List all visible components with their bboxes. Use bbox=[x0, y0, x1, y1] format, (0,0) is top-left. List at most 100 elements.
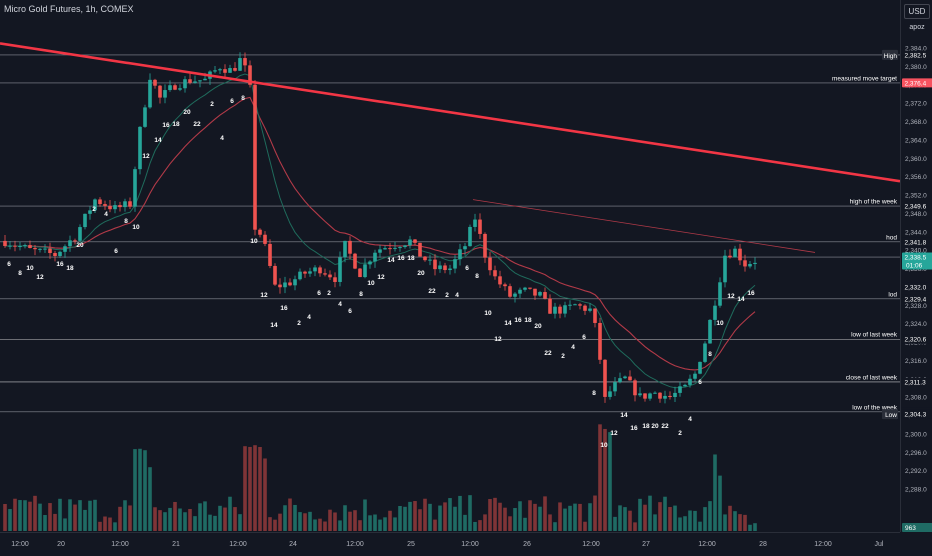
candle-body bbox=[308, 271, 312, 274]
candle-body bbox=[448, 268, 452, 271]
candle-body bbox=[273, 265, 277, 285]
candle-body bbox=[143, 107, 147, 127]
price-tick-label: 2,360.0 bbox=[905, 156, 927, 163]
bar-count-label: 4 bbox=[571, 344, 575, 351]
candle-body bbox=[743, 260, 747, 267]
chart-area[interactable]: 6 8 10 12 16 18 20 2 4 6 8 10 12 14 16 18 20 22 2 4 6 8 10 12 14… bbox=[0, 0, 901, 532]
candle-body bbox=[53, 253, 57, 257]
bar-count-label: 12 bbox=[377, 274, 385, 281]
volume-bar bbox=[628, 510, 632, 531]
bar-count-label: 16 bbox=[514, 317, 522, 324]
bar-count-label: 6 bbox=[698, 379, 702, 386]
candle-body bbox=[463, 246, 467, 250]
candle-body bbox=[403, 245, 407, 248]
bar-count-label: 14 bbox=[154, 137, 162, 144]
candle-body bbox=[433, 259, 437, 270]
candle-body bbox=[523, 287, 527, 290]
volume-bar bbox=[548, 514, 552, 531]
currency-label[interactable]: USD bbox=[904, 4, 930, 19]
currency-selector[interactable]: USD apoz bbox=[904, 4, 930, 31]
symbol-title[interactable]: Micro Gold Futures, 1h, COMEX bbox=[4, 4, 134, 14]
candle-body bbox=[423, 256, 427, 261]
volume-bar bbox=[383, 517, 387, 531]
volume-bar bbox=[718, 475, 722, 531]
candle-body bbox=[93, 199, 97, 211]
volume-bar bbox=[158, 510, 162, 531]
volume-bar bbox=[28, 501, 32, 531]
volume-bar bbox=[163, 512, 167, 531]
volume-bar bbox=[228, 496, 232, 531]
candle-body bbox=[288, 282, 292, 286]
candle-body bbox=[163, 90, 167, 98]
candle-body bbox=[553, 306, 557, 314]
volume-bar bbox=[483, 514, 487, 531]
bar-count-label: 16 bbox=[280, 305, 288, 312]
volume-bar bbox=[533, 503, 537, 531]
volume-bar bbox=[23, 500, 27, 531]
volume-bar bbox=[668, 507, 672, 531]
volume-bar bbox=[378, 519, 382, 531]
volume-bar bbox=[583, 521, 587, 531]
price-axis[interactable]: 2,288.02,292.02,296.02,300.02,304.02,308… bbox=[900, 0, 932, 532]
volume-bar bbox=[328, 509, 332, 531]
volume-bar bbox=[33, 495, 37, 531]
volume-bar bbox=[743, 514, 747, 531]
price-tag bbox=[902, 409, 932, 419]
volume-bar bbox=[53, 513, 57, 531]
volume-bar bbox=[473, 521, 477, 531]
price-tag bbox=[902, 252, 932, 270]
bar-count-label: 12 bbox=[610, 430, 618, 437]
candle-body bbox=[313, 267, 317, 272]
volume-bar bbox=[18, 500, 22, 531]
volume-bar bbox=[618, 505, 622, 531]
candle-body bbox=[563, 305, 567, 314]
candle-body bbox=[608, 391, 612, 397]
volume-bar bbox=[543, 496, 547, 531]
price-tag bbox=[902, 294, 932, 304]
candle-body bbox=[198, 80, 202, 82]
price-tick-label: 2,384.0 bbox=[905, 46, 927, 53]
candle-body bbox=[703, 343, 707, 362]
price-tick-label: 2,352.0 bbox=[905, 193, 927, 200]
candle-body bbox=[493, 270, 497, 277]
candle-body bbox=[238, 58, 242, 71]
scale-mode-label[interactable]: apoz bbox=[909, 24, 925, 31]
candle-body bbox=[618, 378, 622, 383]
volume-bar bbox=[123, 500, 127, 531]
candle-body bbox=[43, 248, 47, 250]
candle-body bbox=[683, 384, 687, 387]
candle-body bbox=[548, 298, 552, 314]
bar-count-label: 4 bbox=[688, 416, 692, 423]
bar-count-label: 12 bbox=[494, 336, 502, 343]
candle-body bbox=[388, 248, 392, 250]
volume-tag-label: 963 bbox=[905, 525, 916, 532]
candle-body bbox=[573, 304, 577, 306]
price-tick-label: 2,292.0 bbox=[905, 468, 927, 475]
volume-bar bbox=[568, 505, 572, 531]
time-axis[interactable]: 12:00 20 12:00 21 12:00 24 12:00 25 12:00 26 12:00… bbox=[0, 532, 900, 551]
volume-bar bbox=[723, 514, 727, 531]
candle-body bbox=[48, 248, 52, 254]
volume-bar bbox=[413, 501, 417, 531]
candle-body bbox=[128, 201, 132, 207]
price-tag-label: 2,376.4 bbox=[905, 80, 927, 87]
volume-bar bbox=[263, 458, 267, 531]
candle-body bbox=[178, 88, 182, 90]
candle-body bbox=[508, 286, 512, 297]
price-scale[interactable]: 2,288.02,292.02,296.02,300.02,304.02,308… bbox=[901, 0, 932, 532]
candle-body bbox=[438, 265, 442, 270]
candle-body bbox=[258, 229, 262, 235]
time-tick-label: 24 bbox=[289, 541, 297, 548]
bar-count-label: 22 bbox=[661, 423, 669, 430]
candle-body bbox=[728, 255, 732, 258]
time-scale[interactable]: 12:00 20 12:00 21 12:00 24 12:00 25 12:00 26 12:00… bbox=[0, 533, 900, 551]
candle-body bbox=[398, 247, 402, 249]
volume-bar bbox=[713, 454, 717, 531]
volume-bar bbox=[498, 502, 502, 531]
volume-bar bbox=[188, 509, 192, 531]
bar-count-label: 20 bbox=[534, 323, 542, 330]
price-tag bbox=[902, 50, 932, 60]
bar-count-label: 2 bbox=[297, 320, 301, 327]
price-tick-label: 2,344.0 bbox=[905, 229, 927, 236]
